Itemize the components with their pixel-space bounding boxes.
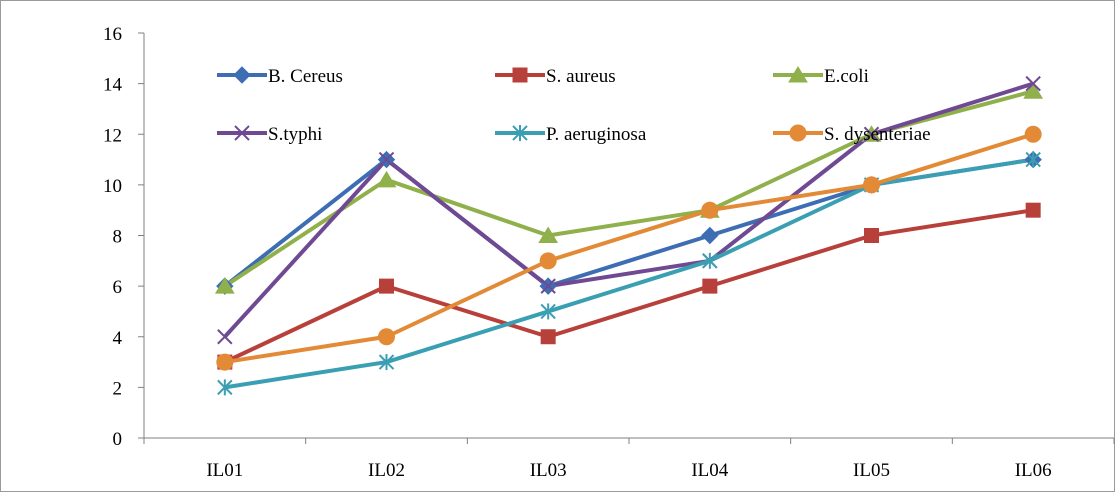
legend-item-s-typhi: S.typhi bbox=[217, 124, 322, 145]
legend-item-s-aureus: S. aureus bbox=[495, 66, 616, 87]
data-point-p-aeruginosa bbox=[540, 303, 556, 320]
legend-marker bbox=[512, 125, 528, 141]
data-point-p-aeruginosa bbox=[378, 354, 395, 371]
series-lines bbox=[223, 81, 1034, 390]
data-point-p-aeruginosa bbox=[1025, 151, 1041, 168]
x-tick-label: IL06 bbox=[1015, 460, 1052, 481]
x-tick-label: IL03 bbox=[530, 460, 567, 481]
data-point-b-cereus bbox=[701, 226, 719, 245]
legend-marker bbox=[233, 66, 251, 84]
y-tick-label: 4 bbox=[113, 328, 123, 349]
legend-label: P. aeruginosa bbox=[546, 124, 647, 145]
legend-marker bbox=[512, 67, 528, 83]
legend-label: S. dysenteriae bbox=[824, 124, 931, 145]
data-point-s-dysenteriae bbox=[378, 328, 395, 346]
data-point-s-aureus bbox=[540, 329, 556, 345]
data-point-e-coli bbox=[538, 226, 559, 243]
x-tick-label: IL02 bbox=[368, 460, 405, 481]
y-tick-label: 8 bbox=[113, 227, 123, 248]
legend-label: S. aureus bbox=[546, 66, 616, 87]
data-point-p-aeruginosa bbox=[217, 379, 233, 396]
series-line-s-dysenteriae bbox=[224, 132, 1034, 365]
data-point-s-dysenteriae bbox=[216, 353, 234, 371]
data-point-s-aureus bbox=[864, 228, 879, 243]
y-tick-label: 0 bbox=[113, 429, 123, 450]
legend: B. Cereus S. aureus E.coli S.typhi P. aerugi… bbox=[217, 66, 931, 145]
legend-marker bbox=[788, 66, 808, 83]
x-tick-label: IL01 bbox=[206, 460, 243, 481]
y-tick-label: 6 bbox=[113, 277, 123, 298]
data-point-s-aureus bbox=[702, 278, 718, 294]
legend-item-b-cereus: B. Cereus bbox=[217, 66, 343, 87]
series-line-p-aeruginosa bbox=[224, 157, 1034, 390]
data-point-s-dysenteriae bbox=[863, 176, 880, 194]
data-point-s-typhi bbox=[1025, 75, 1041, 92]
data-point-s-dysenteriae bbox=[539, 252, 557, 270]
data-point-e-coli bbox=[376, 170, 397, 188]
y-tick-label: 2 bbox=[113, 378, 123, 399]
y-tick-label: 10 bbox=[103, 176, 122, 197]
data-point-s-dysenteriae bbox=[1024, 125, 1042, 143]
legend-item-e-coli: E.coli bbox=[773, 66, 869, 87]
data-point-s-typhi bbox=[378, 151, 395, 168]
legend-item-s-dysenteriae: S. dysenteriae bbox=[773, 124, 931, 145]
data-point-p-aeruginosa bbox=[702, 252, 718, 269]
y-tick-label: 14 bbox=[103, 75, 123, 96]
legend-label: B. Cereus bbox=[268, 66, 343, 87]
legend-marker bbox=[234, 125, 250, 141]
legend-marker bbox=[789, 124, 807, 142]
data-point-s-dysenteriae bbox=[701, 201, 719, 219]
data-point-s-typhi bbox=[217, 329, 233, 345]
data-point-e-coli bbox=[1023, 82, 1044, 99]
data-point-s-aureus bbox=[379, 278, 394, 294]
x-tick-label: IL05 bbox=[853, 460, 890, 481]
data-point-e-coli bbox=[214, 277, 235, 294]
x-tick-label: IL04 bbox=[691, 460, 728, 481]
axes: 0 2 4 6 8 10 12 14 16 IL01 IL02 IL03 IL04 IL05 IL06 bbox=[103, 24, 1115, 481]
data-point-s-aureus bbox=[1025, 202, 1041, 218]
data-point-s-typhi bbox=[540, 278, 556, 294]
y-tick-label: 12 bbox=[103, 125, 122, 146]
legend-label: E.coli bbox=[824, 66, 869, 87]
series-markers bbox=[214, 75, 1044, 396]
legend-label: S.typhi bbox=[268, 124, 322, 145]
series-line-s-aureus bbox=[223, 208, 1034, 364]
legend-item-p-aeruginosa: P. aeruginosa bbox=[495, 124, 647, 145]
data-point-s-typhi bbox=[863, 126, 880, 142]
series-line-s-typhi bbox=[223, 81, 1034, 339]
y-tick-label: 16 bbox=[103, 24, 122, 45]
